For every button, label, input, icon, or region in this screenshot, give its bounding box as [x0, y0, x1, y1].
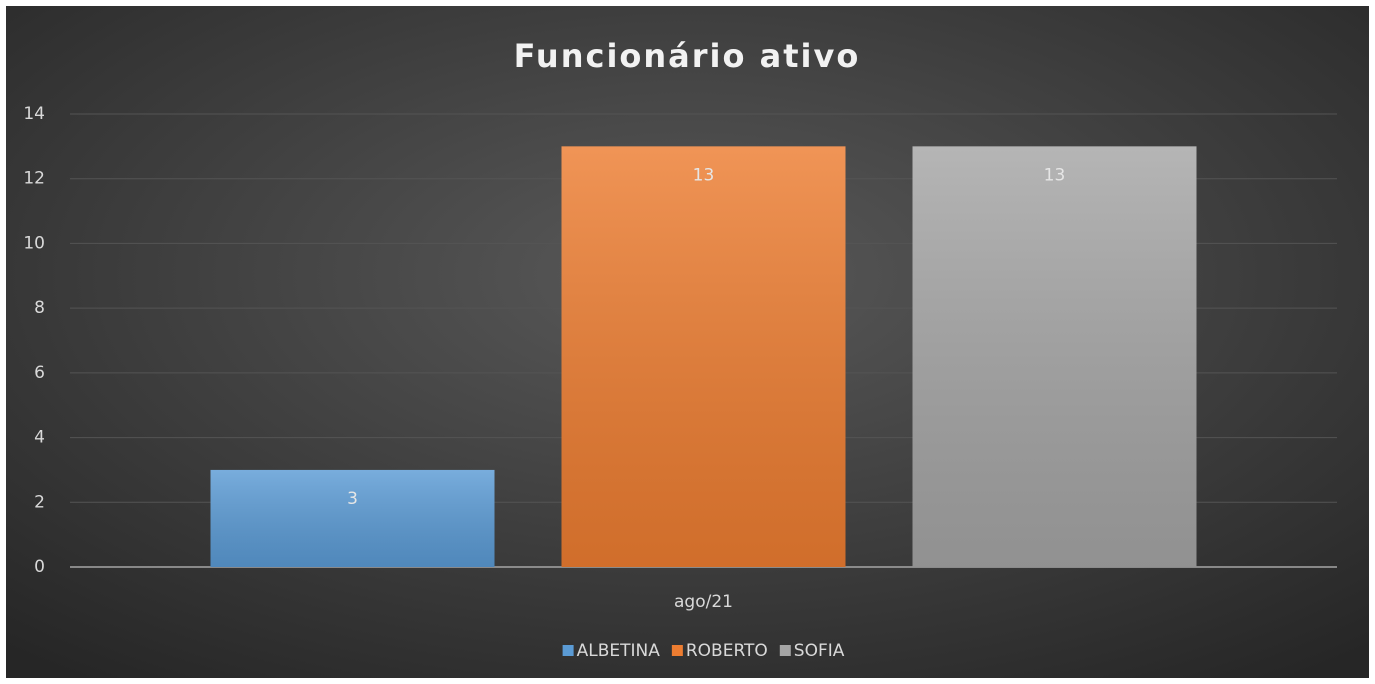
bar: [561, 146, 846, 567]
y-tick-label: 8: [34, 298, 45, 318]
legend-label: ALBETINA: [577, 641, 661, 661]
y-tick-label: 12: [23, 169, 45, 189]
y-tick-label: 10: [23, 233, 45, 253]
legend-label: SOFIA: [794, 641, 845, 661]
y-tick-label: 14: [23, 104, 45, 124]
x-tick-label: ago/21: [674, 592, 733, 612]
legend-swatch: [562, 645, 574, 656]
y-tick-label: 4: [34, 428, 45, 448]
legend-swatch: [671, 645, 683, 656]
chart-title: Funcionário ativo: [514, 37, 861, 75]
y-tick-label: 6: [34, 363, 45, 383]
y-tick-label: 2: [34, 492, 45, 512]
y-tick-label: 0: [34, 557, 45, 577]
bar: [210, 469, 495, 567]
legend-label: ROBERTO: [686, 641, 768, 661]
data-label: 13: [1044, 165, 1066, 185]
legend-swatch: [779, 645, 791, 656]
bar: [912, 146, 1197, 567]
data-label: 13: [693, 165, 715, 185]
data-label: 3: [347, 489, 358, 509]
